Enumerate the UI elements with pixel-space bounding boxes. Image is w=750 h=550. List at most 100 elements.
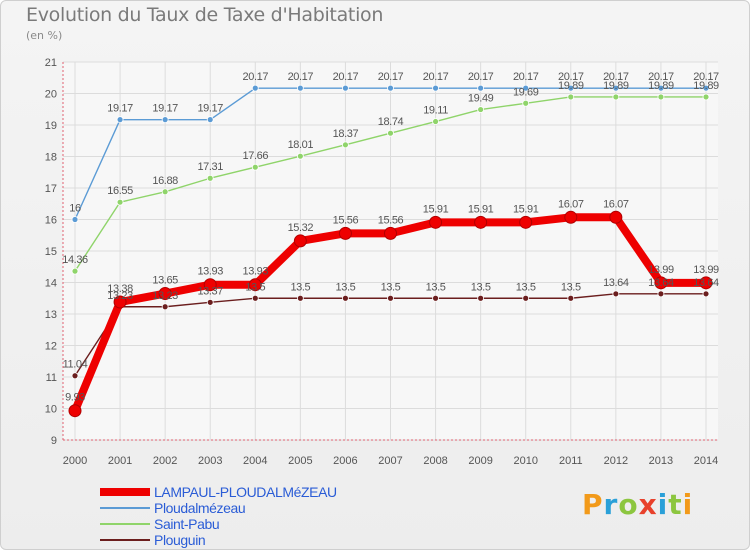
data-point xyxy=(116,116,124,124)
data-label: 18.74 xyxy=(378,116,404,128)
data-point xyxy=(564,210,578,224)
chart-title: Evolution du Taux de Taxe d'Habitation xyxy=(26,4,384,26)
data-label: 19.11 xyxy=(423,105,448,117)
data-label: 13.37 xyxy=(197,285,223,297)
data-point xyxy=(296,152,304,160)
data-label: 19.89 xyxy=(558,80,584,92)
data-label: 20.17 xyxy=(468,71,494,83)
x-tick-label: 2005 xyxy=(288,455,312,467)
data-label: 20.17 xyxy=(378,71,404,83)
x-tick-label: 2007 xyxy=(378,455,402,467)
data-point xyxy=(161,303,169,311)
data-point xyxy=(657,93,665,101)
data-label: 15.91 xyxy=(513,203,539,215)
data-point xyxy=(384,226,397,240)
x-tick-label: 2014 xyxy=(694,455,718,467)
x-tick-label: 2003 xyxy=(198,455,222,467)
y-tick-label: 10 xyxy=(45,404,57,416)
logo-letter: i xyxy=(657,488,669,521)
data-label: 16.07 xyxy=(603,198,629,210)
legend-entry: LAMPAUL-PLOUDALMéZEAU xyxy=(100,484,337,500)
y-tick-label: 12 xyxy=(45,341,57,353)
data-point xyxy=(702,84,710,92)
data-label: 19.17 xyxy=(197,103,223,115)
y-tick-label: 14 xyxy=(45,278,57,290)
data-point xyxy=(161,188,169,196)
chart-subtitle: (en %) xyxy=(26,29,63,42)
legend-swatch xyxy=(100,507,150,509)
data-point xyxy=(251,294,259,302)
logo-letter: t xyxy=(668,488,683,521)
data-label: 13.93 xyxy=(243,266,269,278)
chart-legend: LAMPAUL-PLOUDALMéZEAU Ploudalmézeau Saint-… xyxy=(100,484,337,548)
data-label: 13.5 xyxy=(381,281,401,293)
data-label: 13.99 xyxy=(693,264,719,276)
data-label: 15.56 xyxy=(333,214,359,226)
data-label: 13.64 xyxy=(648,277,674,289)
data-label: 13.5 xyxy=(336,281,356,293)
data-point xyxy=(387,84,394,92)
data-label: 19.49 xyxy=(468,93,494,105)
legend-entry: Ploudalmézeau xyxy=(100,500,337,516)
data-point xyxy=(567,294,575,302)
data-point xyxy=(68,404,82,418)
logo-letter: r xyxy=(603,488,619,521)
data-point xyxy=(702,290,710,298)
data-point xyxy=(206,298,214,306)
data-point xyxy=(612,290,620,298)
data-point xyxy=(477,294,485,302)
data-point xyxy=(519,215,533,229)
y-tick-label: 17 xyxy=(45,183,57,195)
data-label: 20.17 xyxy=(558,71,584,83)
data-point xyxy=(657,290,665,298)
data-point xyxy=(71,267,79,275)
legend-label: LAMPAUL-PLOUDALMéZEAU xyxy=(154,484,337,500)
data-label: 15.56 xyxy=(378,214,404,226)
data-point xyxy=(699,276,713,290)
data-label: 20.17 xyxy=(603,71,629,83)
data-point xyxy=(432,84,439,92)
data-label: 20.17 xyxy=(288,71,314,83)
y-tick-label: 11 xyxy=(46,372,57,384)
data-point xyxy=(432,294,439,302)
y-tick-label: 19 xyxy=(45,120,57,132)
data-point xyxy=(432,118,439,125)
data-label: 20.17 xyxy=(423,71,449,83)
data-label: 19.17 xyxy=(152,103,178,115)
data-label: 15.32 xyxy=(288,222,314,234)
data-label: 9.93 xyxy=(65,392,85,404)
data-label: 13.5 xyxy=(245,281,265,293)
data-point xyxy=(342,84,349,92)
data-point xyxy=(522,84,530,92)
data-label: 11.04 xyxy=(63,359,88,371)
data-point xyxy=(206,174,214,182)
data-label: 13.38 xyxy=(107,283,133,295)
data-label: 18.01 xyxy=(288,139,314,151)
x-tick-label: 2001 xyxy=(108,455,132,467)
x-tick-label: 2004 xyxy=(243,455,267,467)
data-label: 13.5 xyxy=(561,281,581,293)
x-tick-label: 2006 xyxy=(333,455,357,467)
data-point xyxy=(609,210,623,224)
data-label: 13.65 xyxy=(152,275,178,287)
data-label: 13.93 xyxy=(197,266,223,278)
legend-label: Ploudalmézeau xyxy=(154,500,246,516)
data-label: 17.66 xyxy=(243,150,269,162)
y-tick-label: 20 xyxy=(45,89,57,101)
data-label: 15.91 xyxy=(423,203,449,215)
data-point xyxy=(474,215,488,229)
data-point xyxy=(567,93,575,101)
data-point xyxy=(161,116,169,124)
data-label: 13.99 xyxy=(648,264,674,276)
y-tick-label: 9 xyxy=(51,435,57,447)
data-point xyxy=(429,215,443,229)
data-point xyxy=(158,287,172,301)
data-point xyxy=(477,84,485,92)
data-point xyxy=(206,116,214,124)
data-point xyxy=(71,216,79,223)
data-point xyxy=(387,294,394,302)
y-tick-label: 15 xyxy=(45,246,57,258)
data-label: 13.5 xyxy=(426,281,446,293)
data-label: 13.23 xyxy=(107,290,133,302)
logo-letter: P xyxy=(582,488,604,521)
